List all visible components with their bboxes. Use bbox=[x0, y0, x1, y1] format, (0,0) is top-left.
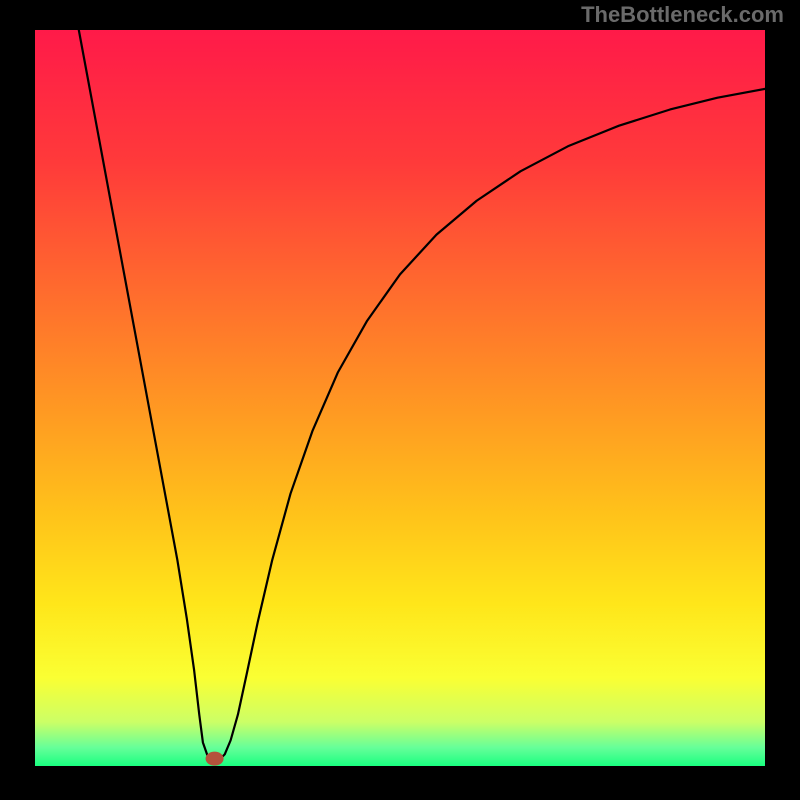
gradient-background bbox=[35, 30, 765, 766]
chart-stage: TheBottleneck.com bbox=[0, 0, 800, 800]
chart-svg bbox=[0, 0, 800, 800]
optimum-marker bbox=[206, 752, 224, 766]
